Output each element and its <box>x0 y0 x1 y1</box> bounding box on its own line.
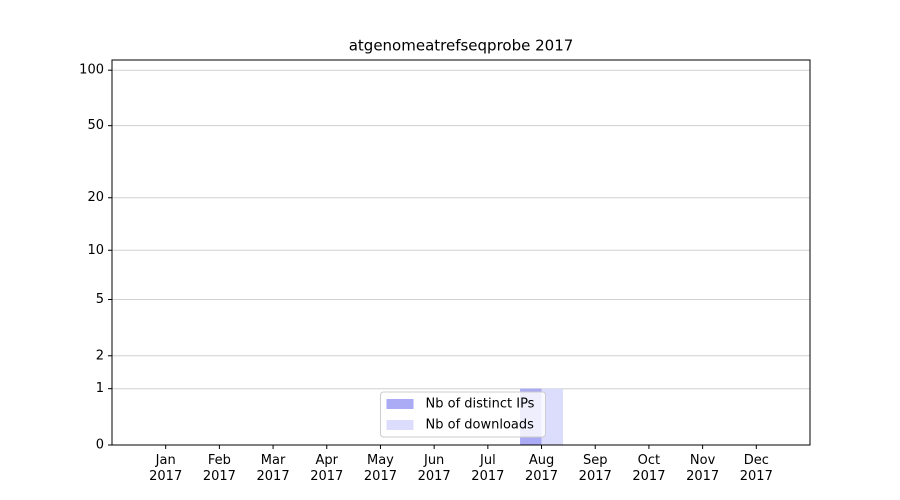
x-tick-label: Apr 2017 <box>310 453 344 484</box>
x-tick-label: Jan 2017 <box>149 453 183 484</box>
y-tick-label: 1 <box>96 381 104 396</box>
legend-swatch <box>386 399 414 409</box>
y-tick-label: 10 <box>87 243 104 258</box>
y-tick-label: 100 <box>79 63 104 78</box>
legend-box <box>380 391 546 438</box>
legend-label: Nb of downloads <box>426 418 535 433</box>
legend-swatch <box>386 420 414 430</box>
y-tick-label: 20 <box>87 190 104 205</box>
plot-frame <box>111 59 811 446</box>
x-tick-label: Dec 2017 <box>739 453 773 484</box>
y-tick-label: 50 <box>87 118 104 133</box>
x-tick-label: Aug 2017 <box>524 453 559 484</box>
x-tick-label: May 2017 <box>363 453 397 484</box>
x-tick-label: Mar 2017 <box>256 453 290 484</box>
y-tick-label: 5 <box>96 292 104 307</box>
x-tick-label: Jul 2017 <box>471 453 505 484</box>
chart-title: atgenomeatrefseqprobe 2017 <box>349 37 574 55</box>
x-tick-label: Feb 2017 <box>202 453 236 484</box>
x-tick-label: Oct 2017 <box>632 453 666 484</box>
bar <box>541 388 564 445</box>
legend: Nb of distinct IPs Nb of downloads <box>380 391 546 438</box>
legend-label: Nb of distinct IPs <box>426 397 535 412</box>
y-tick-label: 2 <box>96 348 104 363</box>
x-tick-label: Sep 2017 <box>578 453 612 484</box>
x-tick-label: Nov 2017 <box>686 453 720 484</box>
x-tick-label: Jun 2017 <box>417 453 451 484</box>
y-tick-label: 0 <box>96 438 104 453</box>
